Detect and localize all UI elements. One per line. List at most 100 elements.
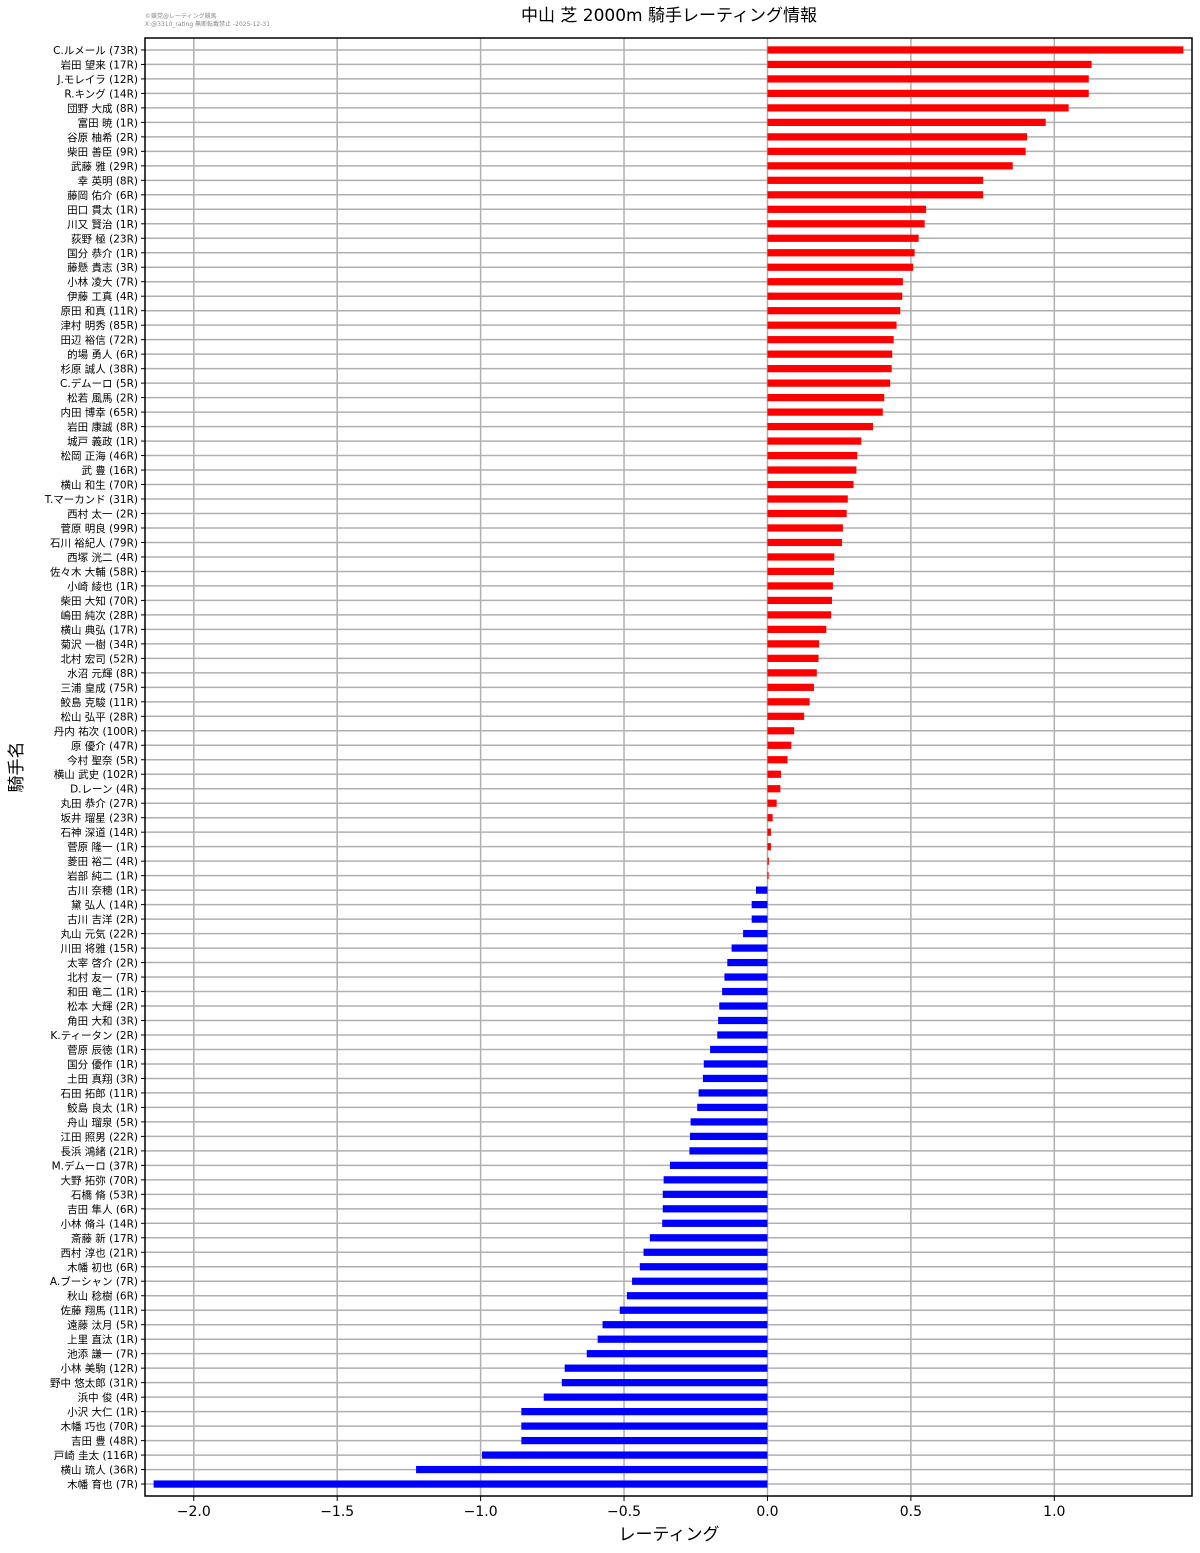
y-tick-label: 上里 直汰 (1R) <box>67 1333 138 1346</box>
bar <box>767 118 1046 127</box>
bar <box>632 1277 768 1285</box>
y-tick-label: 松若 風馬 (2R) <box>67 392 138 405</box>
y-tick-label: 菱田 裕二 (4R) <box>67 855 138 868</box>
y-tick-label: 西村 淳也 (21R) <box>60 1246 138 1259</box>
y-tick-label: C.ルメール (73R) <box>53 45 138 57</box>
x-tick-label: −2.0 <box>177 1504 211 1520</box>
y-tick-label: 佐藤 翔馬 (11R) <box>60 1304 138 1317</box>
y-tick-label: 原田 和真 (11R) <box>60 305 138 318</box>
bar <box>767 872 769 880</box>
y-tick-label: 杉原 誠人 (38R) <box>60 363 138 376</box>
y-tick-label: 斎藤 新 (17R) <box>71 1232 138 1245</box>
y-tick-label: R.キング (14R) <box>64 87 138 100</box>
bar <box>767 451 858 460</box>
y-tick-label: 柴田 大知 (70R) <box>60 594 138 607</box>
y-tick-label: 横山 武史 (102R) <box>54 768 138 781</box>
y-tick-label: 木幡 育也 (7R) <box>67 1478 138 1491</box>
bar <box>543 1393 768 1401</box>
y-tick-label: 原 優介 (47R) <box>71 739 138 752</box>
y-tick-label: 団野 大成 (8R) <box>67 102 138 115</box>
bar <box>602 1321 768 1329</box>
bar <box>639 1263 768 1271</box>
y-tick-label: 西村 太一 (2R) <box>67 507 138 520</box>
bar <box>689 1147 768 1155</box>
bar <box>767 480 854 489</box>
bar <box>767 698 810 706</box>
y-tick-label: 長浜 鴻緒 (21R) <box>60 1145 138 1158</box>
y-tick-label: 藤懸 貴志 (3R) <box>67 261 138 274</box>
bar <box>767 625 827 634</box>
y-tick-label: 武藤 雅 (29R) <box>71 160 138 173</box>
y-tick-label: 藤岡 佑介 (6R) <box>67 189 138 202</box>
y-tick-label: 田口 貫太 (1R) <box>67 203 138 216</box>
bar <box>586 1350 768 1358</box>
y-axis-ticks: C.ルメール (73R)岩田 望来 (17R) J.モレイラ (12R)R.キング… <box>44 45 145 1491</box>
y-tick-label: A.ブーシャン (7R) <box>50 1275 138 1288</box>
y-tick-label: 丸田 恭介 (27R) <box>60 797 138 810</box>
bar <box>767 495 848 503</box>
y-tick-label: 鮫島 良太 (1R) <box>67 1101 138 1114</box>
bar <box>626 1292 768 1300</box>
y-tick-label: 菊沢 一樹 (34R) <box>60 638 138 651</box>
bar <box>767 843 771 851</box>
bar <box>751 915 768 923</box>
bar <box>767 60 1092 69</box>
y-tick-label: K.ティータン (2R) <box>50 1030 138 1042</box>
y-tick-label: 松岡 正海 (46R) <box>60 450 138 463</box>
bar <box>767 220 925 228</box>
bar <box>767 466 857 474</box>
bar <box>767 191 984 199</box>
x-tick-label: 0.0 <box>756 1504 778 1520</box>
y-tick-label: M.デムーロ (37R) <box>52 1159 138 1172</box>
bar <box>767 437 862 445</box>
x-axis-ticks: −2.0 −1.5 −1.0 −0.5 0.0 0.5 1.0 <box>177 1496 1065 1520</box>
y-tick-label: 石神 深道 (14R) <box>60 826 138 839</box>
bar <box>690 1118 768 1126</box>
y-tick-label: 伊藤 工真 (4R) <box>67 290 138 303</box>
y-tick-label: 嶋田 純次 (28R) <box>60 609 138 622</box>
y-tick-label: 石田 拓郎 (11R) <box>60 1087 138 1100</box>
bar <box>767 582 833 590</box>
y-tick-label: 和田 竜二 (1R) <box>67 986 138 999</box>
bar <box>767 249 915 257</box>
y-tick-label: 菅原 隆一 (1R) <box>67 841 138 854</box>
bar <box>521 1436 768 1445</box>
y-tick-label: 菅原 辰徳 (1R) <box>67 1043 138 1056</box>
bar <box>767 379 891 387</box>
bar <box>767 234 919 242</box>
bar <box>561 1379 768 1387</box>
y-tick-label: 太宰 啓介 (2R) <box>67 957 138 970</box>
bar <box>717 1031 768 1039</box>
bar <box>767 350 893 358</box>
bar <box>767 263 914 271</box>
y-tick-label: 小林 脩斗 (14R) <box>60 1217 138 1230</box>
bar <box>662 1219 768 1227</box>
bar <box>663 1176 768 1184</box>
bar <box>662 1190 768 1198</box>
x-tick-label: −1.0 <box>464 1504 498 1520</box>
bar <box>767 422 874 431</box>
bar <box>767 640 820 648</box>
bar <box>767 393 885 402</box>
y-tick-label: 岩田 望来 (17R) <box>60 58 138 71</box>
y-tick-label: 土田 真翔 (3R) <box>67 1072 138 1085</box>
bar <box>767 828 771 836</box>
bar <box>767 292 903 300</box>
y-tick-label: 古川 奈穂 (1R) <box>67 884 138 897</box>
bar <box>767 712 805 720</box>
bar <box>767 683 814 691</box>
bar <box>649 1234 768 1242</box>
x-tick-label: 0.5 <box>900 1504 922 1520</box>
y-tick-label: 古川 吉洋 (2R) <box>67 913 138 926</box>
bar <box>698 1089 768 1097</box>
y-axis-label: 騎手名 <box>7 742 27 793</box>
y-tick-label: 戸崎 圭太 (116R) <box>54 1449 138 1462</box>
bar <box>743 929 768 938</box>
y-tick-label: 北村 友一 (7R) <box>67 971 138 984</box>
chart-title: 中山 芝 2000m 騎手レーティング情報 <box>521 6 817 26</box>
x-tick-label: −0.5 <box>607 1504 641 1520</box>
bar <box>767 756 788 764</box>
grid-lines <box>145 38 1192 1496</box>
bar <box>731 944 768 952</box>
bar <box>767 307 901 315</box>
